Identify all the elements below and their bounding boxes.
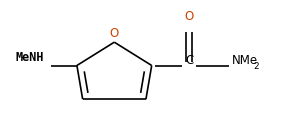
Text: O: O	[110, 27, 119, 40]
Text: NMe: NMe	[232, 54, 258, 67]
Text: 2: 2	[253, 62, 259, 71]
Text: C: C	[185, 54, 193, 67]
Text: MeNH: MeNH	[15, 51, 44, 64]
Text: O: O	[184, 10, 194, 23]
